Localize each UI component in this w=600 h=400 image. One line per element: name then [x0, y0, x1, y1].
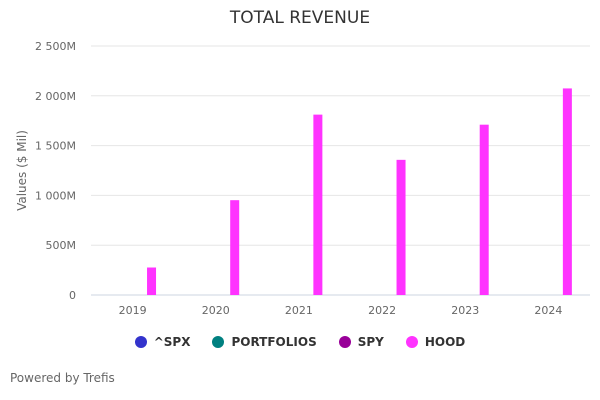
- x-tick-label: 2022: [368, 304, 396, 317]
- legend-label: HOOD: [424, 335, 466, 349]
- bar-hood-2022: [396, 159, 406, 295]
- legend-item-hood[interactable]: HOOD: [405, 335, 466, 349]
- powered-by-credit: Powered by Trefis: [10, 371, 115, 385]
- bar-hood-2020: [230, 200, 240, 295]
- y-tick-label: 1 000M: [35, 189, 76, 202]
- x-tick-label: 2023: [451, 304, 479, 317]
- chart-title: TOTAL REVENUE: [229, 8, 371, 28]
- legend-label: SPY: [357, 335, 384, 349]
- legend-item-spy[interactable]: SPY: [338, 335, 384, 349]
- legend-dot-icon: [338, 336, 351, 348]
- x-tick-label: 2019: [119, 304, 147, 317]
- bar-hood-2024: [562, 88, 572, 296]
- y-tick-label: 0: [69, 289, 76, 302]
- y-tick-label: 500M: [46, 239, 77, 252]
- legend-dot-icon: [212, 336, 225, 348]
- legend-item-portfolios[interactable]: PORTFOLIOS: [212, 335, 317, 349]
- chart-plot: 0 500M 1 000M 1 500M 2 000M 2 500M Values ($ M…: [15, 40, 590, 317]
- y-tick-label: 2 500M: [35, 40, 76, 53]
- legend-dot-icon: [405, 336, 418, 348]
- legend-label: ^SPX: [153, 335, 191, 349]
- legend: ^SPX PORTFOLIOS SPY HOOD: [0, 335, 600, 349]
- y-tick-label: 2 000M: [35, 90, 76, 103]
- x-tick-label: 2020: [202, 304, 230, 317]
- legend-dot-icon: [134, 336, 147, 348]
- y-axis-label: Values ($ Mil): [15, 130, 29, 211]
- bar-hood-2023: [479, 124, 489, 296]
- x-tick-label: 2021: [285, 304, 313, 317]
- x-tick-label: 2024: [534, 304, 562, 317]
- legend-item-spx[interactable]: ^SPX: [134, 335, 191, 349]
- legend-label: PORTFOLIOS: [231, 335, 317, 349]
- y-tick-label: 1 500M: [35, 140, 76, 153]
- bar-hood-2021: [313, 114, 323, 296]
- bar-hood-2019: [147, 267, 157, 295]
